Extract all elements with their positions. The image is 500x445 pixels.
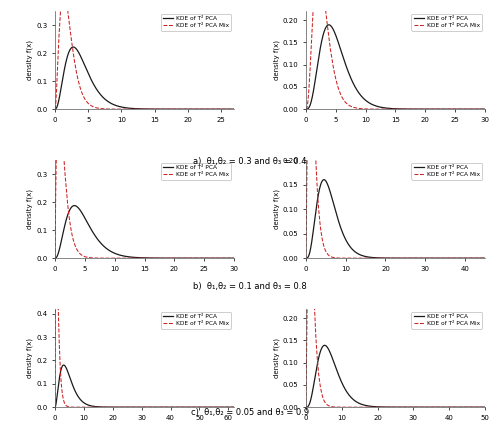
Y-axis label: density f(x): density f(x) — [273, 40, 280, 80]
Y-axis label: density f(x): density f(x) — [273, 189, 280, 229]
Legend: KDE of T² PCA, KDE of T² PCA Mix: KDE of T² PCA, KDE of T² PCA Mix — [412, 163, 482, 180]
Legend: KDE of T² PCA, KDE of T² PCA Mix: KDE of T² PCA, KDE of T² PCA Mix — [412, 14, 482, 31]
Y-axis label: density f(x): density f(x) — [273, 338, 280, 378]
Text: b)  θ₁,θ₂ = 0.1 and θ₃ = 0.8: b) θ₁,θ₂ = 0.1 and θ₃ = 0.8 — [193, 282, 307, 291]
Legend: KDE of T² PCA, KDE of T² PCA Mix: KDE of T² PCA, KDE of T² PCA Mix — [412, 312, 482, 329]
Text: c)  θ₁,θ₂ = 0.05 and θ₃ = 0.9: c) θ₁,θ₂ = 0.05 and θ₃ = 0.9 — [191, 409, 309, 417]
Y-axis label: density f(x): density f(x) — [27, 338, 34, 378]
Y-axis label: density f(x): density f(x) — [27, 40, 34, 80]
Legend: KDE of T² PCA, KDE of T² PCA Mix: KDE of T² PCA, KDE of T² PCA Mix — [160, 163, 231, 180]
Text: a)  θ₁,θ₂ = 0.3 and θ₃ = 0.4: a) θ₁,θ₂ = 0.3 and θ₃ = 0.4 — [193, 157, 307, 166]
Legend: KDE of T² PCA, KDE of T² PCA Mix: KDE of T² PCA, KDE of T² PCA Mix — [160, 312, 231, 329]
Legend: KDE of T² PCA, KDE of T² PCA Mix: KDE of T² PCA, KDE of T² PCA Mix — [160, 14, 231, 31]
Y-axis label: density f(x): density f(x) — [27, 189, 34, 229]
